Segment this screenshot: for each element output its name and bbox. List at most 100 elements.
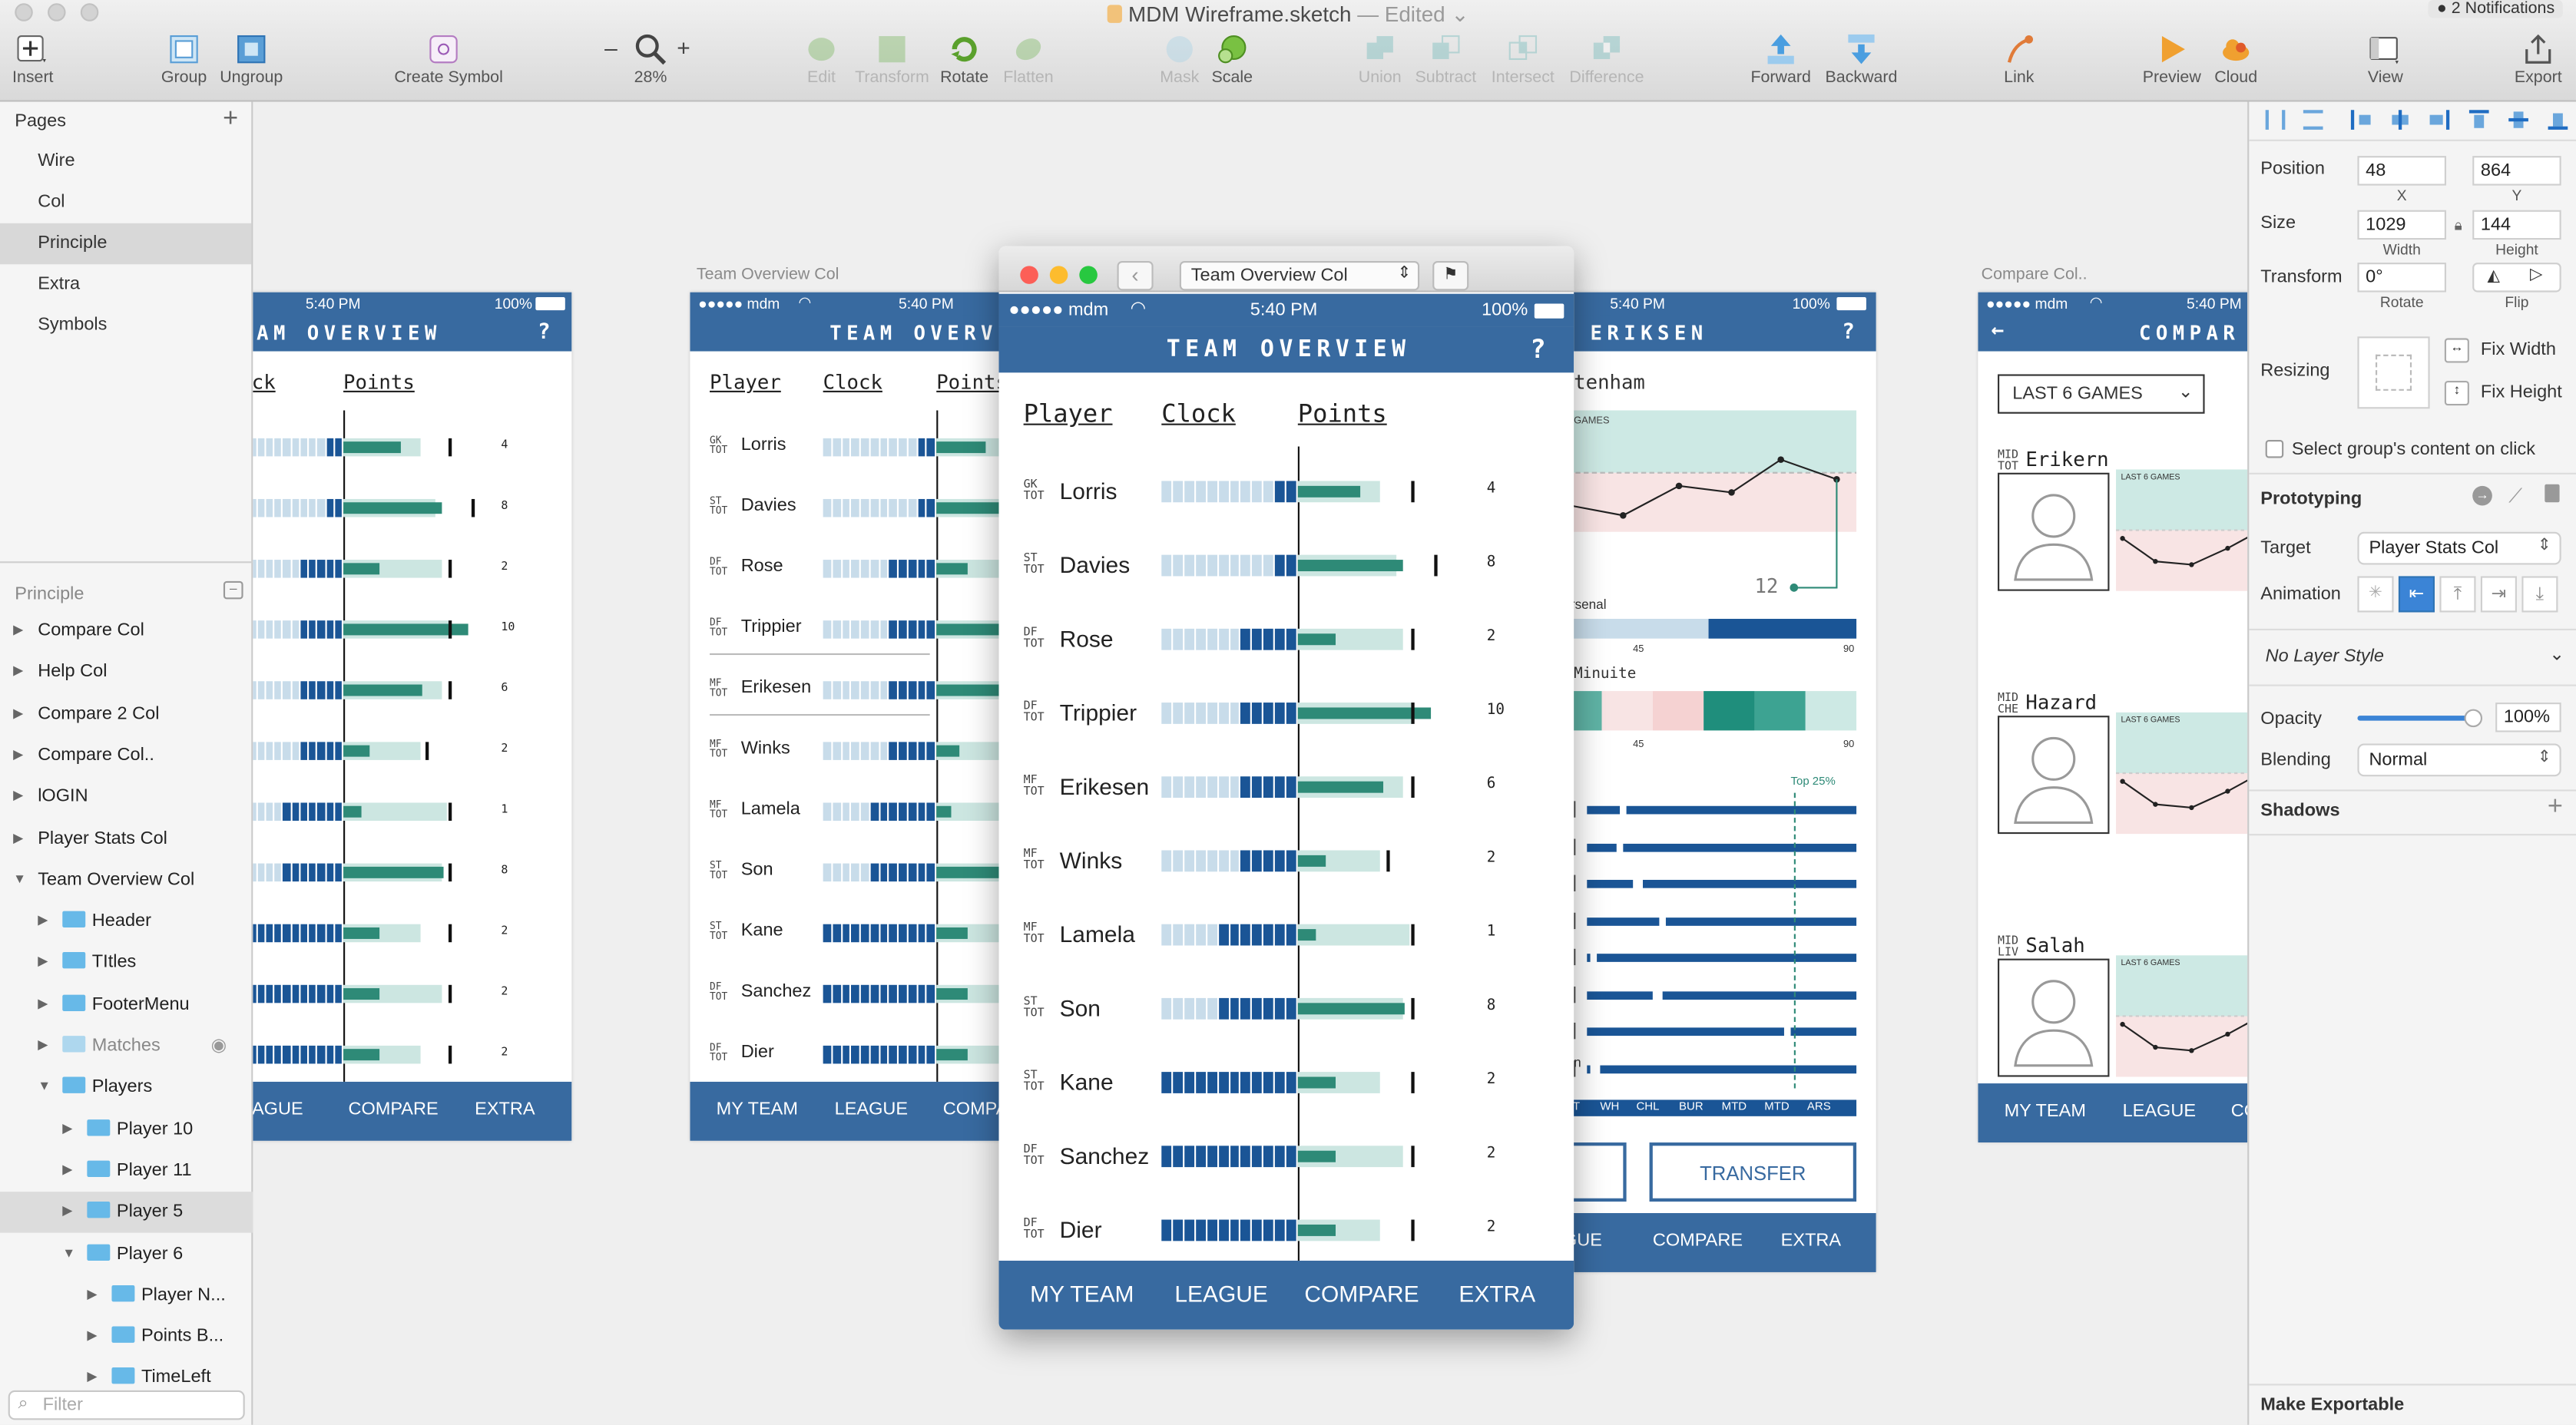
footer-league[interactable]: LEAGUE	[834, 1099, 909, 1120]
height-field[interactable]: 144	[2472, 210, 2561, 240]
x-field[interactable]: 48	[2357, 156, 2446, 186]
zoom-out-button[interactable]: –	[604, 34, 618, 61]
artboard-player-stats[interactable]: 5:40 PM 100% ERIKSEN ? tenham GAMES 12 r…	[1551, 292, 1876, 1272]
player-name[interactable]: Kane	[1059, 1068, 1114, 1096]
blending-select[interactable]: Normal	[2357, 743, 2561, 777]
footer-extra[interactable]: EXTRA	[1780, 1231, 1842, 1251]
link-button[interactable]: Link	[1970, 33, 2068, 87]
flip-buttons[interactable]: ◭ ▷	[2472, 263, 2561, 293]
fix-width-icon[interactable]: ↔	[2444, 338, 2469, 363]
chevron-right-icon[interactable]: ▶	[13, 663, 24, 679]
animation-from-top-icon[interactable]: ⤓	[2521, 576, 2558, 613]
artboard-label[interactable]: Team Overview Col	[696, 266, 839, 284]
notifications-badge[interactable]: ● 2 Notifications	[2429, 0, 2563, 18]
animation-from-right-icon[interactable]: ⇤	[2398, 576, 2435, 613]
transform-button[interactable]: Transform	[843, 33, 941, 87]
player-name[interactable]: Winks	[1059, 847, 1123, 874]
subtract-button[interactable]: Subtract	[1396, 33, 1495, 87]
collapse-layers-icon[interactable]: –	[223, 580, 243, 600]
player-name[interactable]: Lorris	[740, 435, 786, 455]
page-item-extra[interactable]: Extra	[38, 274, 81, 294]
back-arrow-icon[interactable]: ←	[1991, 318, 2005, 343]
flatten-button[interactable]: Flatten	[979, 33, 1078, 87]
player-name[interactable]: Son	[740, 860, 773, 880]
distribute-vertical-icon[interactable]	[2303, 110, 2323, 130]
lock-icon[interactable]: 🔒︎	[2454, 217, 2462, 233]
layer-row[interactable]: ▶ TimeLeft	[0, 1358, 253, 1399]
add-shadow-button[interactable]: +	[2547, 792, 2563, 821]
column-header-points[interactable]: Points	[936, 371, 1006, 395]
edit-button[interactable]: Edit	[772, 33, 870, 87]
player-name[interactable]: Lamela	[740, 799, 800, 819]
opacity-slider-knob[interactable]	[2464, 709, 2483, 728]
selection-handles[interactable]	[710, 653, 930, 716]
chevron-down-icon[interactable]: ⌄	[1445, 2, 1469, 27]
chevron-right-icon[interactable]: ▶	[62, 1203, 73, 1218]
layer-style-select[interactable]: No Layer Style ⌄	[2249, 630, 2576, 683]
layer-row[interactable]: ▼ Players	[0, 1067, 253, 1108]
insert-button[interactable]: Insert	[0, 33, 82, 87]
zoom-control[interactable]: – + 28%	[584, 33, 716, 87]
target-select[interactable]: Player Stats Col	[2357, 531, 2561, 565]
player-name[interactable]: Trippier	[740, 617, 802, 637]
player-name[interactable]: Dier	[740, 1042, 774, 1063]
chevron-right-icon[interactable]: ▶	[13, 746, 24, 762]
layer-row[interactable]: ▶ Player Stats Col	[0, 818, 253, 859]
y-field[interactable]: 864	[2472, 156, 2561, 186]
layer-row[interactable]: ▶ Player 5	[0, 1192, 253, 1234]
player-name[interactable]: Winks	[740, 739, 790, 759]
footer-extra[interactable]: EXTRA	[475, 1099, 535, 1120]
layer-row[interactable]: ▼ Team Overview Col	[0, 860, 253, 901]
opacity-field[interactable]: 100%	[2495, 703, 2561, 732]
chevron-right-icon[interactable]: ▶	[87, 1286, 98, 1301]
fix-height-icon[interactable]: ↕	[2444, 381, 2469, 406]
chevron-right-icon[interactable]: ▶	[38, 996, 48, 1011]
help-button[interactable]: ?	[1530, 333, 1551, 365]
page-item-principle[interactable]: Principle	[0, 223, 252, 265]
layer-row[interactable]: ▶ Header	[0, 901, 253, 942]
minimize-window-button[interactable]	[48, 3, 66, 21]
layer-row[interactable]: ▶ lOGIN	[0, 777, 253, 818]
chevron-right-icon[interactable]: ▶	[13, 705, 24, 720]
chevron-right-icon[interactable]: ▶	[62, 1162, 73, 1177]
intersect-button[interactable]: Intersect	[1474, 33, 1572, 87]
footer-compare[interactable]: COMPARE	[1304, 1280, 1419, 1307]
column-header-points[interactable]: Points	[343, 371, 415, 395]
help-button[interactable]: ?	[1842, 319, 1860, 345]
column-header-player[interactable]: Player	[710, 371, 781, 395]
chevron-right-icon[interactable]: ▶	[87, 1327, 98, 1344]
player-name[interactable]: Erikesen	[1059, 772, 1150, 800]
align-middle-icon[interactable]	[2508, 110, 2528, 130]
artboard-compare-col[interactable]: ●●●●● mdm ◠ 5:40 PM ← COMPAR LAST 6 GAME…	[1978, 292, 2248, 1143]
align-top-icon[interactable]	[2468, 110, 2489, 130]
footer-league[interactable]: EAGUE	[253, 1099, 303, 1120]
secondary-button[interactable]	[1551, 1142, 1627, 1202]
player-name[interactable]: Rose	[740, 556, 783, 577]
zoom-window-button[interactable]	[80, 3, 99, 21]
animation-from-left-icon[interactable]: ⇥	[2480, 576, 2517, 613]
ungroup-button[interactable]: Ungroup	[202, 33, 300, 87]
rotate-field[interactable]: 0°	[2357, 263, 2446, 293]
footer-compare[interactable]: COMPARE	[348, 1099, 439, 1120]
flag-button[interactable]: ⚑	[1432, 260, 1469, 291]
page-item-col[interactable]: Col	[38, 192, 65, 212]
rotate-button[interactable]: Rotate	[915, 33, 1013, 87]
animation-none-icon[interactable]: ✳	[2357, 576, 2394, 613]
align-left-icon[interactable]	[2350, 110, 2371, 130]
backward-button[interactable]: Backward	[1812, 33, 1910, 87]
group-button[interactable]: Group	[134, 33, 233, 87]
chevron-down-icon[interactable]: ▼	[62, 1245, 76, 1260]
player-name[interactable]: Sanchez	[740, 981, 812, 1002]
layer-row[interactable]: ▶ Player 11	[0, 1151, 253, 1192]
scale-button[interactable]: Scale	[1183, 33, 1281, 87]
player-name[interactable]: Trippier	[1059, 699, 1137, 726]
link-icon[interactable]: ⟋	[2508, 484, 2523, 508]
player-name[interactable]: Son	[1059, 994, 1101, 1021]
footer-my-team[interactable]: MY TEAM	[1030, 1280, 1134, 1307]
resizing-control[interactable]	[2357, 336, 2430, 409]
align-bottom-icon[interactable]	[2548, 110, 2568, 130]
column-header-clock[interactable]: ock	[253, 371, 276, 395]
zoom-in-button[interactable]: +	[677, 34, 690, 61]
flip-horizontal-icon[interactable]: ◭	[2487, 267, 2500, 286]
player-name[interactable]: Rose	[1059, 625, 1114, 652]
